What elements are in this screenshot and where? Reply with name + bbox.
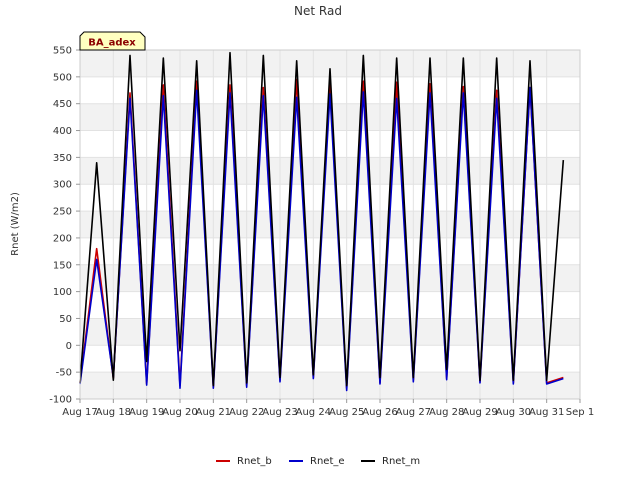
x-tick-label: Aug 22 [229, 407, 264, 418]
x-tick-label: Aug 17 [62, 407, 97, 418]
x-tick-label: Aug 21 [196, 407, 231, 418]
plot-band [80, 157, 580, 185]
x-tick-label: Aug 26 [362, 407, 397, 418]
x-tick-label: Aug 24 [296, 407, 331, 418]
y-tick-label: 300 [53, 180, 72, 191]
x-tick-label: Aug 19 [129, 407, 164, 418]
plot-band [80, 372, 580, 399]
y-tick-label: 100 [53, 287, 72, 298]
y-tick-labels: -100 -50 0 50 100 150 200 250 300 350 400 450 500 550 [49, 46, 80, 406]
y-tick-label: -100 [49, 395, 72, 406]
x-tick-label: Sep 1 [566, 407, 594, 418]
x-tick-label: Aug 23 [262, 407, 297, 418]
plot-frame [79, 49, 581, 400]
y-tick-label: 400 [53, 126, 72, 137]
chart-title: Net Rad [294, 4, 342, 18]
site-badge: BA_adex [79, 31, 146, 51]
y-tick-label: 50 [59, 314, 72, 325]
x-tick-label: Aug 25 [329, 407, 364, 418]
legend: Rnet_b Rnet_e Rnet_m [216, 456, 420, 467]
legend-label-rnet-m: Rnet_m [382, 456, 420, 467]
y-tick-label: 450 [53, 99, 72, 110]
y-tick-label: 550 [53, 46, 72, 57]
series-line-rnet-m [79, 51, 565, 387]
y-tick-label: 0 [66, 341, 72, 352]
y-tick-label: 500 [53, 72, 72, 83]
x-tick-label: Aug 29 [462, 407, 497, 418]
y-axis-label: Rnet (W/m2) [10, 192, 21, 256]
x-tick-label: Aug 28 [429, 407, 464, 418]
x-tick-label: Aug 20 [162, 407, 197, 418]
site-badge-box [79, 31, 146, 51]
x-tick-label: Aug 27 [396, 407, 431, 418]
plot-band [80, 211, 580, 238]
y-tick-label: -50 [56, 368, 72, 379]
plot-band [80, 318, 580, 346]
y-tick-label: 150 [53, 260, 72, 271]
plot-band [80, 264, 580, 292]
y-tick-label: 350 [53, 153, 72, 164]
legend-label-rnet-e: Rnet_e [310, 456, 345, 467]
x-tick-label: Aug 30 [496, 407, 531, 418]
legend-label-rnet-b: Rnet_b [237, 456, 272, 467]
series-lines [79, 51, 565, 392]
x-tick-label: Aug 31 [529, 407, 564, 418]
axes [79, 49, 581, 400]
y-tick-label: 200 [53, 233, 72, 244]
y-tick-label: 250 [53, 207, 72, 218]
site-badge-text: BA_adex [88, 38, 136, 49]
x-tick-label: Aug 18 [96, 407, 131, 418]
